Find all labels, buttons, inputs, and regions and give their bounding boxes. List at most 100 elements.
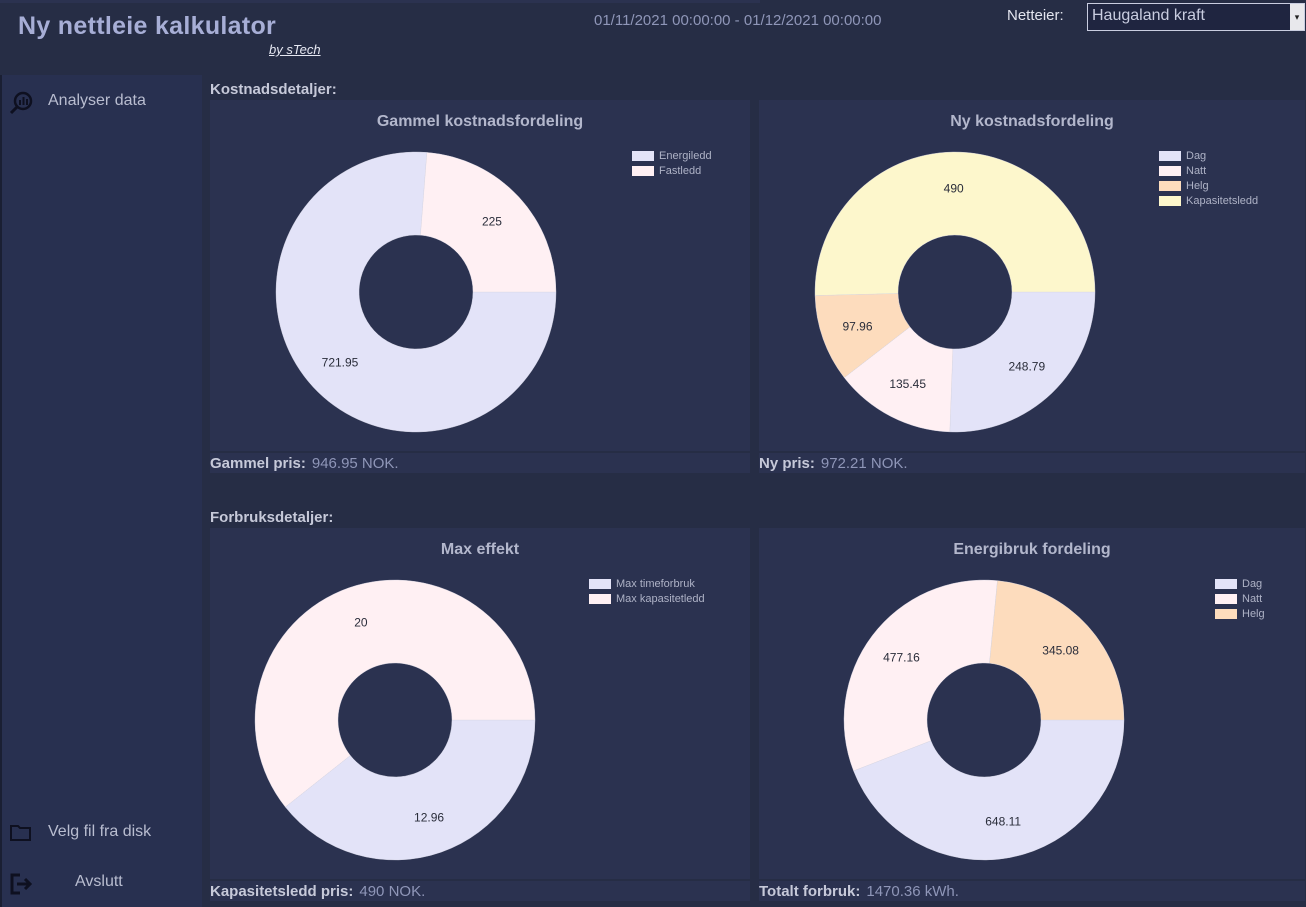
legend-swatch — [1159, 180, 1181, 191]
owner-label: Netteier: — [1007, 7, 1064, 24]
legend-label: Kapasitetsledd — [1186, 194, 1259, 207]
legend-swatch — [1215, 578, 1237, 589]
legend-label: Max kapasitetledd — [616, 592, 705, 605]
pie-chart-energy-usage: 648.11 477.16 345.08 — [843, 579, 1125, 861]
section-title-usage: Forbruksdetaljer: — [210, 509, 334, 526]
pie-value-label: 490 — [944, 182, 964, 196]
pie-value-label: 248.79 — [1008, 360, 1045, 374]
new-price-label: Ny pris: — [759, 455, 815, 472]
pie-slice-natt — [843, 326, 954, 433]
legend-swatch — [632, 165, 654, 176]
pie-chart-old-cost: 721.95 225 — [275, 151, 557, 433]
legend-item: Natt — [1215, 591, 1265, 606]
legend-item: Natt — [1159, 163, 1258, 178]
old-price-label: Gammel pris: — [210, 455, 306, 472]
chart-legend: Energiledd Fastledd — [632, 148, 712, 178]
pie-value-label: 97.96 — [842, 320, 872, 334]
legend-item: Max timeforbruk — [589, 576, 705, 591]
footer-bar — [210, 881, 750, 901]
logout-icon — [8, 872, 34, 895]
chart-title: Energibruk fordeling — [953, 541, 1111, 558]
legend-item: Fastledd — [632, 163, 712, 178]
pie-slice-helg — [989, 580, 1125, 721]
legend-item: Max kapasitetledd — [589, 591, 705, 606]
pie-chart-new-cost: 248.79 135.45 97.96 490 — [814, 151, 1096, 433]
pie-chart-max-effect: 12.96 20 — [254, 579, 536, 861]
footer-bar — [759, 881, 1305, 901]
sidebar-item-label: Velg fil fra disk — [48, 823, 152, 840]
chart-legend: Dag Natt Helg Kapasitetsledd — [1159, 148, 1258, 208]
pie-value-label: 12.96 — [414, 811, 444, 825]
pie-slice-dag — [853, 719, 1125, 861]
legend-swatch — [1215, 608, 1237, 619]
legend-item: Dag — [1159, 148, 1258, 163]
capacity-price: Kapasitetsledd pris: 490 NOK. — [210, 883, 425, 900]
sidebar-item-file[interactable]: Velg fil fra disk — [2, 812, 202, 852]
app-header: Ny nettleie kalkulator by sTech 01/11/20… — [0, 0, 1306, 75]
legend-swatch — [632, 150, 654, 161]
panel-energy-usage: Energibruk fordeling 648.11 477.16 345.08 … — [759, 528, 1305, 879]
legend-item: Energiledd — [632, 148, 712, 163]
old-price: Gammel pris: 946.95 NOK. — [210, 455, 399, 472]
sidebar: Analyser data Velg fil fra disk Avslutt — [0, 75, 202, 907]
chart-legend: Dag Natt Helg — [1215, 576, 1265, 621]
legend-item: Helg — [1159, 178, 1258, 193]
chart-title: Max effekt — [440, 541, 520, 558]
sidebar-item-label: Avslutt — [75, 873, 123, 890]
pie-value-label: 648.11 — [985, 815, 1021, 829]
pie-value-label: 20 — [354, 615, 368, 629]
legend-item: Kapasitetsledd — [1159, 193, 1258, 208]
legend-swatch — [589, 578, 611, 589]
capacity-price-label: Kapasitetsledd pris: — [210, 883, 354, 900]
pie-slice-natt — [843, 579, 998, 772]
sidebar-item-exit[interactable]: Avslutt — [2, 862, 202, 902]
total-usage: Totalt forbruk: 1470.36 kWh. — [759, 883, 959, 900]
total-usage-label: Totalt forbruk: — [759, 883, 861, 900]
legend-swatch — [1215, 593, 1237, 604]
chevron-down-icon[interactable]: ▾ — [1290, 4, 1304, 30]
sidebar-item-analyse[interactable]: Analyser data — [2, 81, 202, 121]
pie-value-label: 135.45 — [889, 377, 926, 391]
pie-slice-max-timeforbruk — [285, 719, 536, 861]
owner-select-value: Haugaland kraft — [1092, 7, 1205, 24]
capacity-price-value: 490 NOK. — [359, 883, 426, 900]
analytics-search-icon — [8, 91, 34, 115]
chart-title: Gammel kostnadsfordeling — [376, 113, 584, 130]
legend-swatch — [1159, 150, 1181, 161]
footer-bar — [210, 453, 750, 473]
legend-item: Dag — [1215, 576, 1265, 591]
footer-bar — [759, 453, 1305, 473]
panel-max-effect: Max effekt 12.96 20 Max timeforbruk Max ka… — [210, 528, 750, 879]
owner-select[interactable]: Haugaland kraft ▾ — [1087, 3, 1305, 31]
pie-value-label: 345.08 — [1042, 643, 1079, 657]
legend-item: Helg — [1215, 606, 1265, 621]
new-price: Ny pris: 972.21 NOK. — [759, 455, 908, 472]
legend-label: Helg — [1242, 607, 1265, 620]
pie-slice-kapasitetsledd — [814, 151, 1096, 296]
legend-label: Energiledd — [659, 149, 712, 162]
legend-label: Helg — [1186, 179, 1209, 192]
main-content: Kostnadsdetaljer: Gammel kostnadsfordeli… — [202, 75, 1306, 907]
by-line-link[interactable]: by sTech — [269, 42, 321, 57]
legend-label: Fastledd — [659, 164, 702, 177]
pie-slice-fastledd — [420, 152, 557, 293]
pie-value-label: 225 — [482, 215, 502, 229]
app-title: Ny nettleie kalkulator — [18, 12, 277, 40]
pie-slice-max-kapasitetledd — [254, 579, 536, 808]
pie-value-label: 721.95 — [322, 355, 359, 369]
legend-label: Dag — [1242, 577, 1263, 590]
section-title-cost: Kostnadsdetaljer: — [210, 81, 337, 98]
chart-legend: Max timeforbruk Max kapasitetledd — [589, 576, 705, 606]
legend-swatch — [1159, 195, 1181, 206]
legend-label: Natt — [1186, 164, 1207, 177]
legend-label: Natt — [1242, 592, 1263, 605]
total-usage-value: 1470.36 kWh. — [866, 883, 959, 900]
old-price-value: 946.95 NOK. — [311, 455, 399, 472]
sidebar-item-label: Analyser data — [48, 92, 146, 109]
date-range: 01/11/2021 00:00:00 - 01/12/2021 00:00:0… — [594, 12, 882, 29]
legend-swatch — [1159, 165, 1181, 176]
panel-old-cost: Gammel kostnadsfordeling 721.95 225 Energ… — [210, 100, 750, 451]
pie-value-label: 477.16 — [883, 651, 920, 665]
panel-new-cost: Ny kostnadsfordeling 248.79 135.45 97.96 49… — [759, 100, 1305, 451]
legend-label: Max timeforbruk — [616, 577, 695, 590]
